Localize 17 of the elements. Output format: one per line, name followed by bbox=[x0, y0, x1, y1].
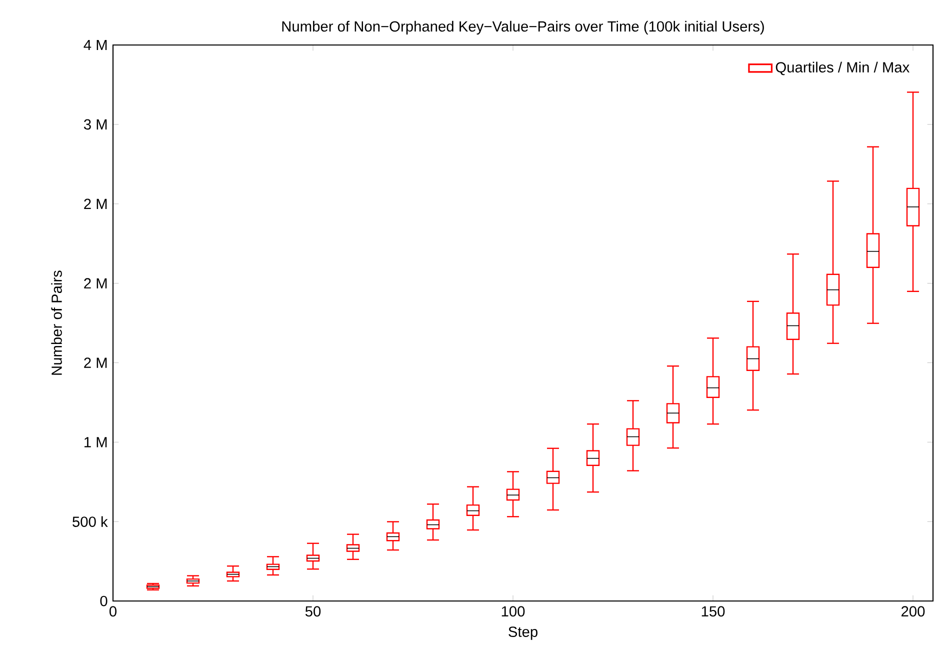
x-tick-label: 100 bbox=[502, 606, 525, 617]
y-axis-title: Number of Pairs bbox=[51, 270, 62, 375]
y-tick-label: 2 M bbox=[84, 198, 107, 209]
y-tick-label: 500 k bbox=[72, 516, 108, 527]
y-tick-label: 2 M bbox=[84, 358, 107, 368]
y-tick-label: 1 M bbox=[84, 437, 107, 448]
x-tick-label: 50 bbox=[305, 606, 321, 617]
x-tick-label: 0 bbox=[109, 606, 116, 617]
x-tick-label: 150 bbox=[702, 606, 725, 617]
y-tick-label: 2 M bbox=[84, 278, 107, 288]
y-tick-label: 4 M bbox=[84, 40, 107, 50]
y-tick-label: 3 M bbox=[84, 119, 107, 130]
y-tick-label: 0 bbox=[100, 596, 108, 606]
x-tick-label: 200 bbox=[902, 606, 925, 617]
chart-title: Number of Non−Orphaned Key−Value−Pairs over Time (100k initial Users) bbox=[282, 20, 764, 35]
x-axis-title: Step bbox=[508, 626, 538, 640]
legend-label: Quartiles / Min / Max bbox=[776, 62, 910, 76]
